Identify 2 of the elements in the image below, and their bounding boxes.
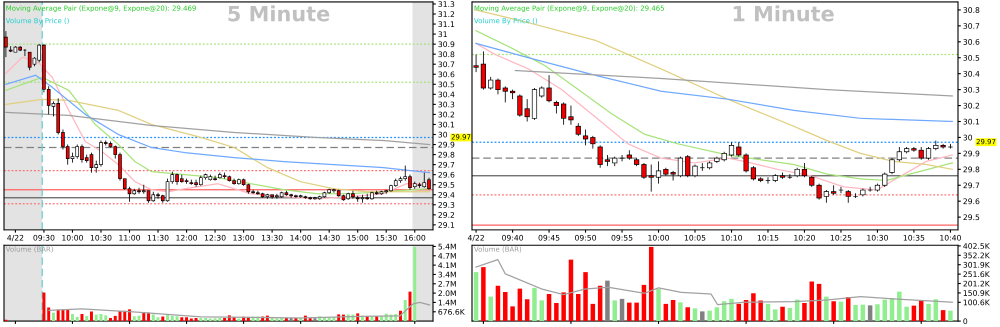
chart-title: 1 Minute: [734, 5, 834, 22]
chart-title: 5 Minute: [228, 5, 330, 22]
